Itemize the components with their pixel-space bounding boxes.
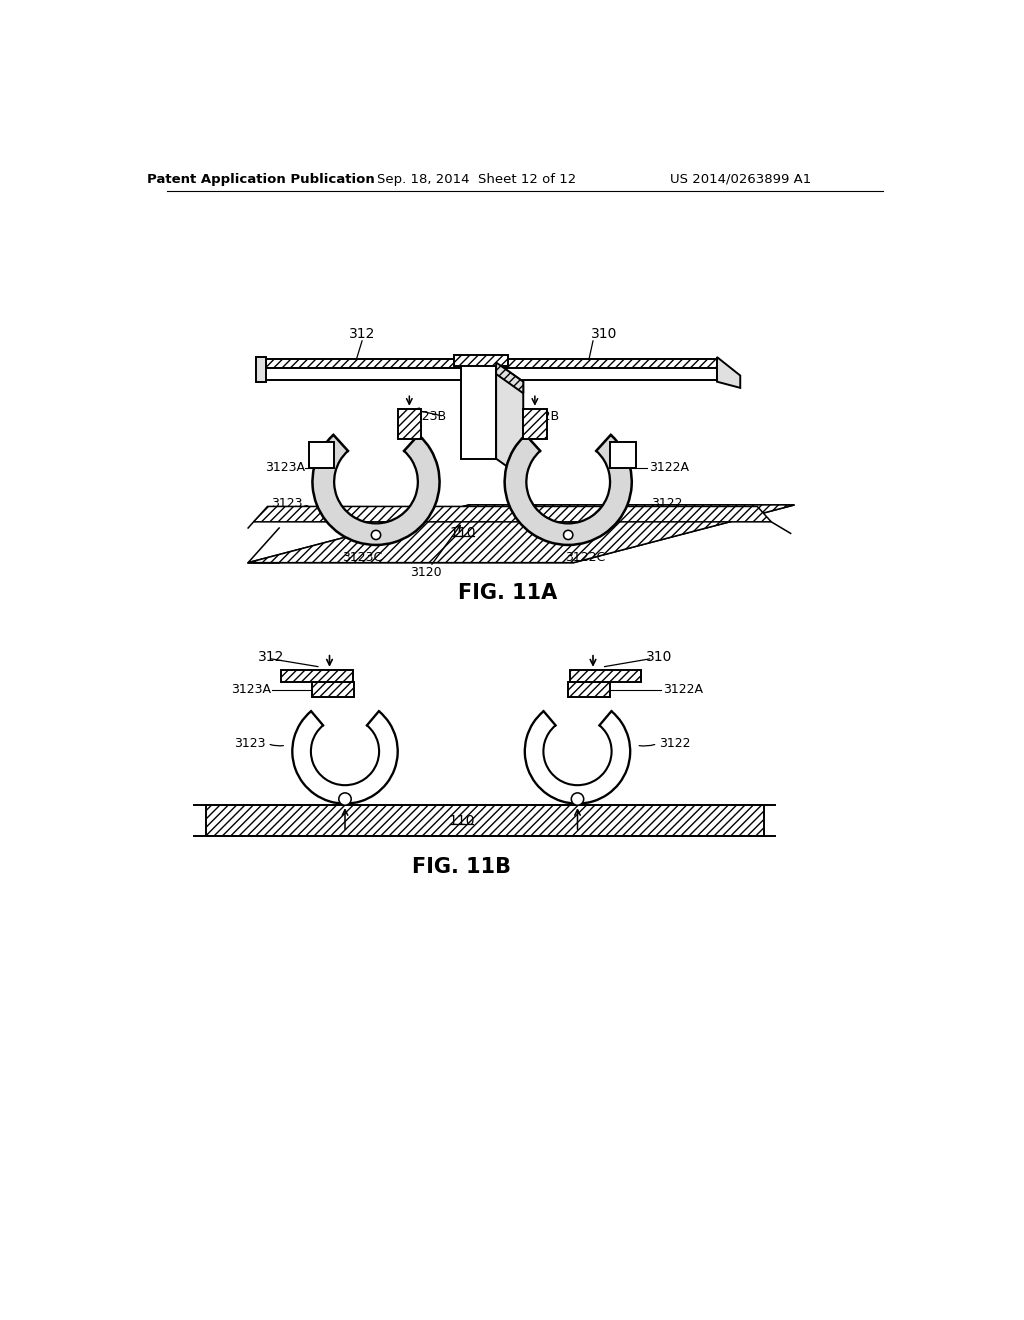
- Text: 312: 312: [349, 327, 375, 341]
- Polygon shape: [523, 409, 547, 440]
- Circle shape: [302, 506, 310, 513]
- Polygon shape: [282, 669, 352, 682]
- Polygon shape: [312, 682, 354, 697]
- Text: FIG. 11A: FIG. 11A: [458, 583, 557, 603]
- Polygon shape: [505, 434, 632, 545]
- Polygon shape: [610, 442, 636, 469]
- Polygon shape: [308, 442, 334, 469]
- Text: 110: 110: [449, 813, 474, 828]
- Text: 3123C: 3123C: [342, 550, 382, 564]
- Text: 310: 310: [592, 327, 617, 341]
- Circle shape: [372, 531, 381, 540]
- Text: 3123A: 3123A: [264, 462, 305, 474]
- Text: Patent Application Publication: Patent Application Publication: [147, 173, 375, 186]
- Text: US 2014/0263899 A1: US 2014/0263899 A1: [670, 173, 811, 186]
- Polygon shape: [254, 507, 771, 521]
- Text: 3123B: 3123B: [406, 409, 445, 422]
- Text: 110: 110: [450, 527, 476, 540]
- Polygon shape: [312, 434, 439, 545]
- Polygon shape: [496, 363, 523, 393]
- Text: 3123A: 3123A: [231, 684, 271, 696]
- Polygon shape: [568, 682, 610, 697]
- Polygon shape: [717, 358, 740, 388]
- Polygon shape: [256, 358, 266, 381]
- Text: 3122A: 3122A: [649, 462, 689, 474]
- Polygon shape: [454, 355, 508, 367]
- Text: 3122B: 3122B: [519, 409, 559, 422]
- Text: 3120: 3120: [411, 566, 442, 579]
- Circle shape: [563, 531, 572, 540]
- Polygon shape: [497, 368, 717, 380]
- Polygon shape: [461, 363, 496, 459]
- Polygon shape: [256, 368, 463, 380]
- Text: 3122: 3122: [651, 496, 683, 510]
- Polygon shape: [248, 506, 795, 562]
- Text: 3122C: 3122C: [565, 550, 605, 564]
- Polygon shape: [496, 363, 523, 478]
- Text: 310: 310: [646, 649, 672, 664]
- Polygon shape: [248, 506, 795, 562]
- Text: FIG. 11B: FIG. 11B: [412, 857, 511, 876]
- Text: 3122: 3122: [658, 737, 690, 750]
- Text: Sep. 18, 2014  Sheet 12 of 12: Sep. 18, 2014 Sheet 12 of 12: [377, 173, 577, 186]
- Text: 3123: 3123: [271, 496, 302, 510]
- Polygon shape: [569, 669, 641, 682]
- Text: 3123: 3123: [234, 737, 266, 750]
- Circle shape: [339, 793, 351, 805]
- Circle shape: [571, 793, 584, 805]
- Text: 3122A: 3122A: [663, 684, 702, 696]
- Polygon shape: [206, 805, 764, 836]
- Polygon shape: [256, 359, 463, 368]
- Polygon shape: [497, 359, 717, 368]
- Polygon shape: [397, 409, 421, 440]
- Text: 312: 312: [258, 649, 285, 664]
